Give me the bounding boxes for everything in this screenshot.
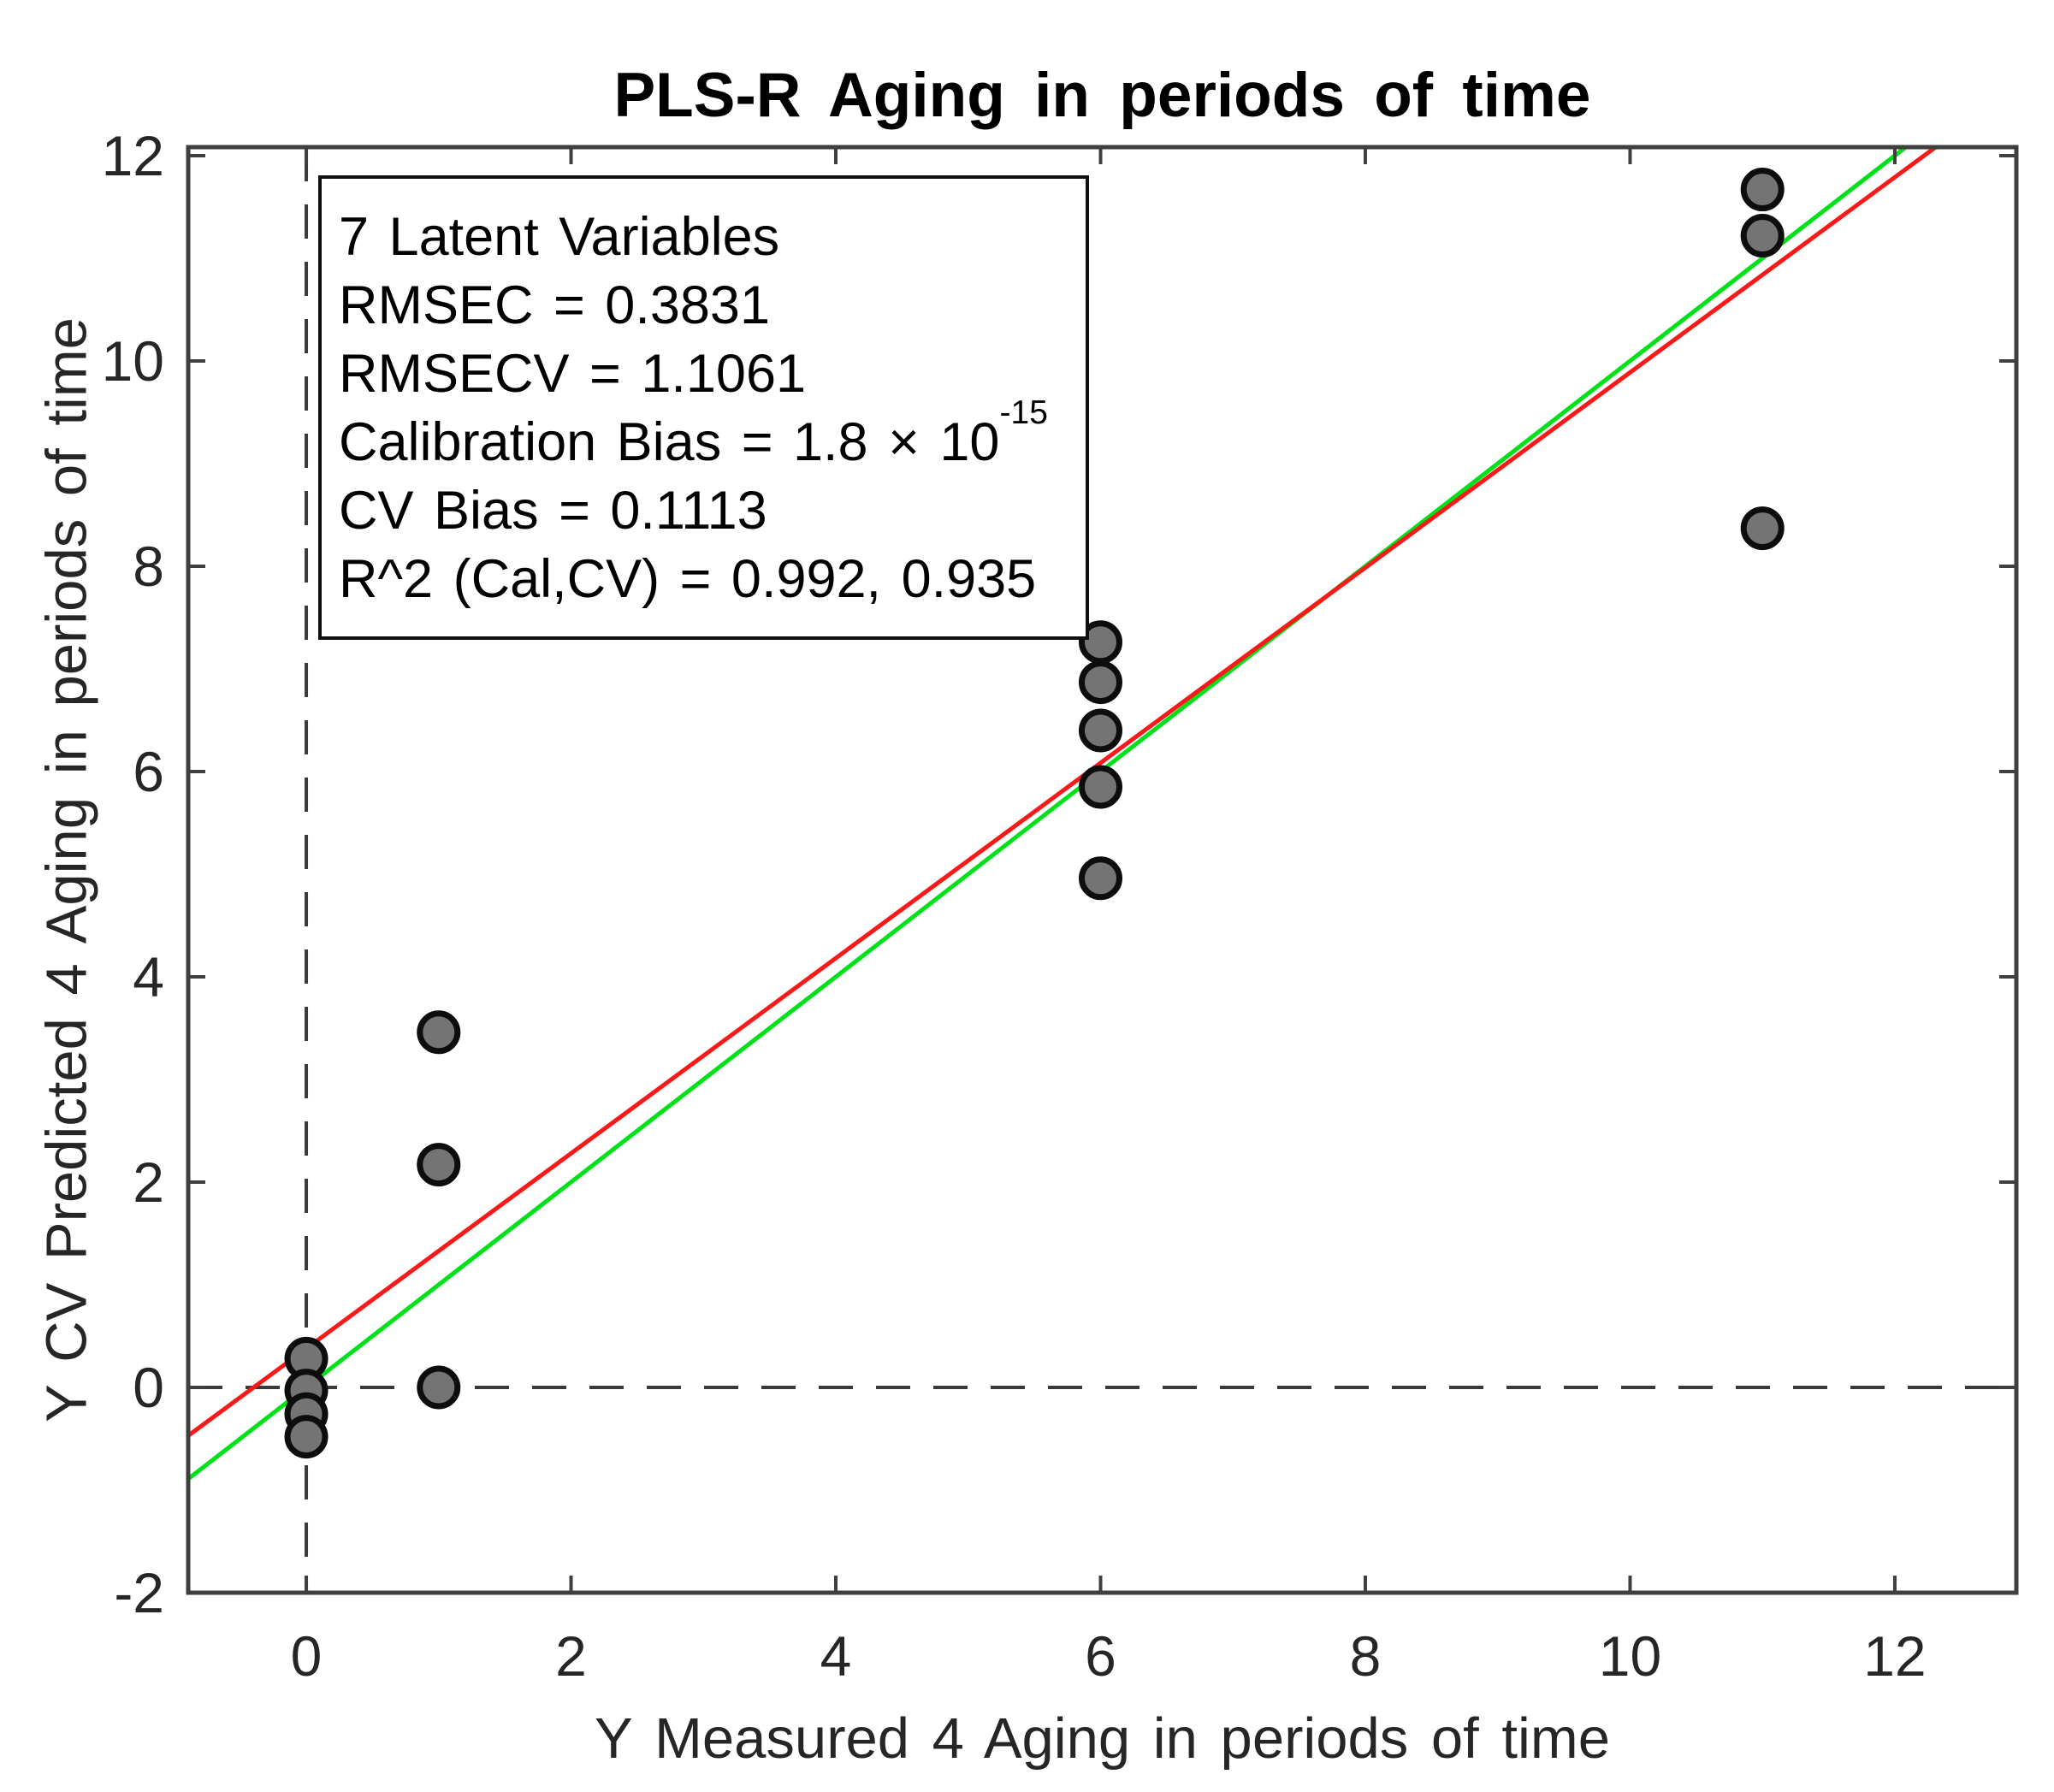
one-to-one-line [186, 145, 1908, 1482]
y-tick-label: 6 [133, 739, 164, 803]
data-point [1078, 660, 1122, 705]
axis-ticks [188, 147, 2016, 1594]
y-tick-label: 8 [133, 534, 164, 598]
stat-rmsec: RMSEC = 0.3831 [339, 275, 771, 335]
data-point [284, 1415, 329, 1459]
y-tick-label: -2 [114, 1561, 164, 1624]
x-tick-label: 0 [290, 1624, 323, 1688]
data-point [1740, 214, 1785, 258]
x-tick-label: 10 [1598, 1624, 1662, 1688]
data-point [1078, 708, 1122, 753]
exponent: -15 [999, 393, 1048, 431]
x-tick-label: 6 [1085, 1624, 1116, 1688]
x-tick-label: 12 [1863, 1624, 1927, 1688]
y-tick-label: 10 [101, 328, 164, 393]
data-point [417, 1365, 461, 1410]
x-tick-label: 8 [1349, 1624, 1382, 1688]
axes-frame [186, 145, 2019, 1595]
y-tick-label: 0 [133, 1355, 164, 1419]
y-tick-label: 2 [133, 1150, 164, 1214]
data-point [1740, 168, 1785, 212]
y-tick-label: 4 [133, 944, 164, 1008]
data-point [1078, 765, 1122, 809]
stat-rmsecv: RMSECV = 1.1061 [339, 344, 807, 404]
stat-cv-bias: CV Bias = 0.1113 [339, 481, 767, 541]
x-tick-label: 2 [555, 1624, 587, 1688]
y-axis-label: Y CV Predicted 4 Aging in periods of tim… [34, 317, 99, 1422]
regression-lines [186, 145, 1938, 1482]
chart-title: PLS-R Aging in periods of time [613, 61, 1591, 130]
x-tick-label: 4 [820, 1624, 852, 1688]
y-tick-label: 12 [101, 123, 164, 187]
stat-r-squared: R^2 (Cal,CV) = 0.992, 0.935 [339, 549, 1037, 609]
scatter-points [284, 168, 1785, 1459]
data-point [417, 1010, 461, 1055]
x-axis-label: Y Measured 4 Aging in periods of time [595, 1706, 1610, 1771]
data-point [417, 1143, 461, 1187]
data-point [1740, 506, 1785, 551]
stat-latent-variables: 7 Latent Variables [339, 207, 780, 267]
data-point [1078, 856, 1122, 901]
stats-annotation-box: 7 Latent Variables RMSEC = 0.3831 RMSECV… [318, 175, 1089, 640]
plot-frame [186, 145, 2019, 1595]
fit-line [186, 145, 1938, 1438]
stat-calibration-bias: Calibration Bias = 1.8 × 10-15 [339, 393, 1048, 472]
